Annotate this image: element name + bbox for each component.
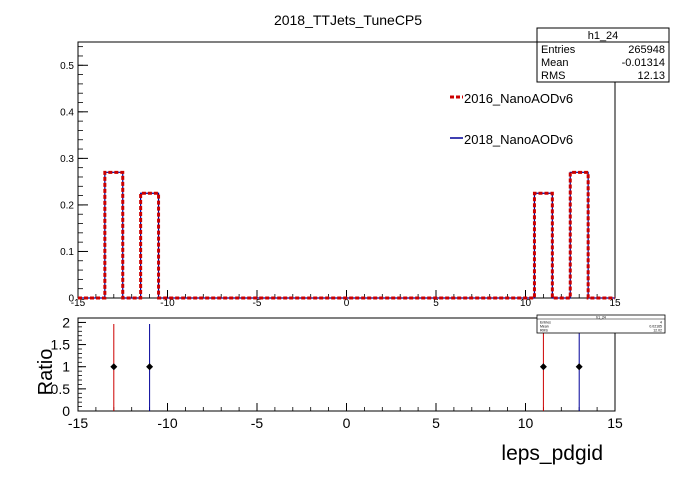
top-xtick-label: 5	[433, 298, 439, 309]
ratio-point	[575, 363, 583, 371]
bottom-xtick-label: -15	[68, 415, 88, 431]
bottom-x-axis: -15 -10 -5 0 5 10 15	[68, 403, 623, 431]
bottom-xtick-label: -5	[251, 415, 264, 431]
bottom-xtick-label: 15	[607, 415, 623, 431]
bottom-xtick-label: 10	[518, 415, 534, 431]
statbox-label-rms: RMS	[541, 70, 565, 82]
bottom-statbox-value-entries: 4	[660, 321, 662, 325]
bottom-ytick-label: 0.5	[51, 381, 71, 397]
ratio-point	[146, 363, 154, 371]
legend-label-2016: 2016_NanoAODv6	[464, 91, 573, 106]
hist-2016-line	[78, 170, 615, 300]
top-x-axis: -15 -10 -5 0 5 10 15	[71, 290, 621, 309]
bottom-statbox-label-mean: Mean	[540, 325, 549, 329]
top-xtick-label: 15	[609, 298, 621, 309]
top-histograms	[78, 170, 615, 300]
statbox-label-mean: Mean	[541, 57, 569, 69]
top-y-axis: 0 0.1 0.2 0.3 0.4 0.5	[60, 46, 88, 305]
top-ytick-label: 0.4	[60, 107, 74, 118]
top-ytick-label: 0.5	[60, 61, 74, 72]
statbox-name: h1_24	[588, 30, 619, 42]
top-ytick-label: 0.1	[60, 247, 74, 258]
ratio-point	[539, 363, 547, 371]
top-xtick-label: -15	[71, 298, 86, 309]
top-ytick-label: 0	[68, 294, 74, 305]
bottom-ytick-label: 1	[62, 359, 70, 375]
statbox-value-rms: 12.13	[637, 70, 665, 82]
bottom-statbox-label-entries: Entries	[540, 321, 551, 325]
bottom-statbox-value-rms: 12.02	[653, 329, 662, 333]
ratio-point	[110, 363, 118, 371]
bottom-xtick-label: 0	[343, 415, 351, 431]
top-statbox: h1_24 Entries 265948 Mean -0.01314 RMS 1…	[536, 27, 670, 83]
bottom-xtick-label: 5	[432, 415, 440, 431]
ratio-ylabel: Ratio	[35, 349, 57, 396]
bottom-frame	[77, 317, 616, 412]
top-ytick-label: 0.2	[60, 200, 74, 211]
bottom-y-axis: 0 0.5 1 1.5 2	[51, 314, 86, 419]
bottom-statbox-value-mean: 0.02165	[649, 325, 662, 329]
bottom-statbox: h1_24 Entries 4 Mean 0.02165 RMS 12.02	[536, 314, 666, 334]
statbox-label-entries: Entries	[541, 44, 576, 56]
bottom-ytick-label: 2	[62, 314, 70, 330]
ratio-points	[110, 324, 583, 411]
bottom-ytick-label: 1.5	[51, 337, 71, 353]
top-ytick-label: 0.3	[60, 154, 74, 165]
top-xtick-label: -10	[160, 298, 175, 309]
statbox-value-entries: 265948	[628, 44, 665, 56]
bottom-statbox-name: h1_24	[596, 316, 606, 320]
top-xtick-label: 10	[520, 298, 532, 309]
plot-title: 2018_TTJets_TuneCP5	[274, 12, 422, 28]
bottom-statbox-label-rms: RMS	[540, 329, 548, 333]
xlabel: leps_pdgid	[501, 442, 603, 465]
top-xtick-label: -5	[253, 298, 262, 309]
legend: 2016_NanoAODv6 2018_NanoAODv6	[450, 91, 573, 147]
top-xtick-label: 0	[344, 298, 350, 309]
statbox-value-mean: -0.01314	[622, 57, 665, 69]
bottom-xtick-label: -10	[157, 415, 177, 431]
bottom-ytick-label: 0	[62, 403, 70, 419]
legend-label-2018: 2018_NanoAODv6	[464, 132, 573, 147]
